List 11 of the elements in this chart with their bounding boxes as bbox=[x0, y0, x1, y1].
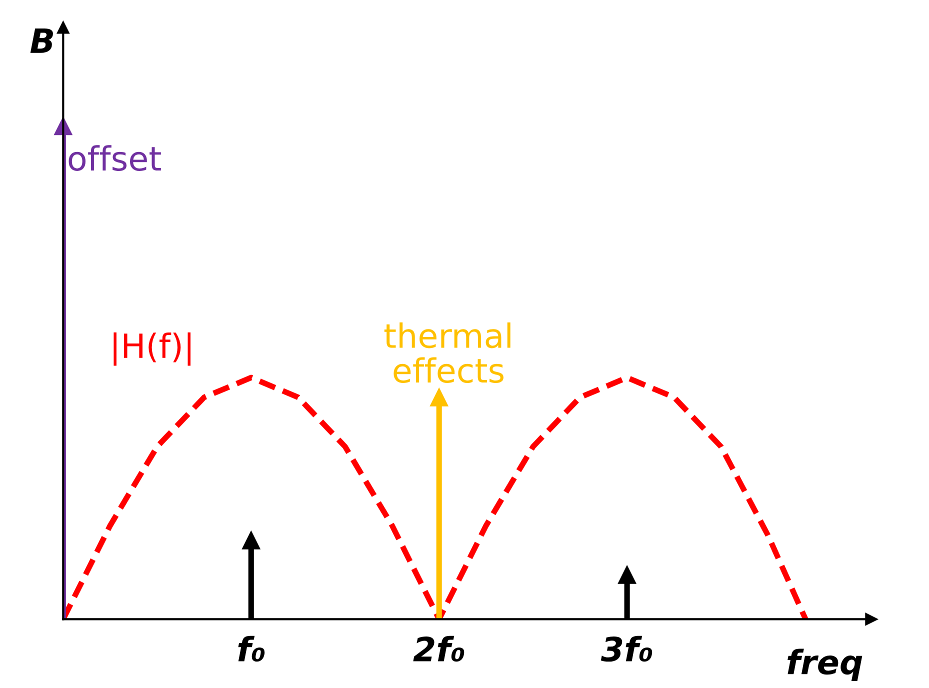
series-label: thermal effects bbox=[384, 322, 510, 383]
x-tick-label: 2f₀ bbox=[413, 636, 464, 662]
point bbox=[618, 566, 636, 584]
point bbox=[242, 531, 260, 550]
series-label: |H(f)| bbox=[114, 332, 191, 366]
x-tick-label: 3f₀ bbox=[600, 636, 652, 662]
x-tick-label: f₀ bbox=[238, 636, 265, 662]
series-label: offset bbox=[68, 145, 161, 171]
y-axis-title: B bbox=[30, 28, 53, 53]
x-axis-title: freq bbox=[788, 648, 862, 682]
point bbox=[430, 388, 448, 406]
